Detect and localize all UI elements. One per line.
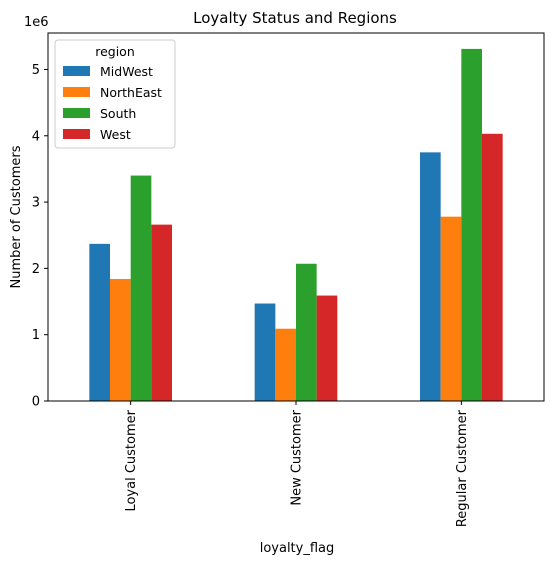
y-tick-label: 1 xyxy=(32,328,40,343)
legend-label-west: West xyxy=(100,127,131,142)
y-offset-label: 1e6 xyxy=(24,15,49,30)
x-axis-label: loyalty_flag xyxy=(260,541,335,556)
legend-swatch-midwest xyxy=(63,66,90,76)
bar-south-2 xyxy=(461,48,482,401)
bar-midwest-0 xyxy=(89,243,110,401)
bar-south-1 xyxy=(296,263,317,401)
y-tick-label: 4 xyxy=(32,129,40,144)
x-tick-label: Regular Customer xyxy=(455,409,470,527)
bar-northeast-2 xyxy=(440,216,462,401)
legend-swatch-northeast xyxy=(63,87,90,97)
legend-title: region xyxy=(95,44,135,59)
bar-midwest-1 xyxy=(254,303,276,401)
bar-west-2 xyxy=(482,133,503,402)
bar-midwest-2 xyxy=(420,152,441,401)
bar-northeast-0 xyxy=(110,279,131,401)
legend: region MidWest NorthEast South West xyxy=(54,39,176,149)
bar-west-1 xyxy=(316,295,338,401)
y-tick-label: 2 xyxy=(32,262,40,277)
legend-swatch-west xyxy=(63,129,90,139)
x-tick-label: Loyal Customer xyxy=(124,409,139,511)
chart-title: Loyalty Status and Regions xyxy=(193,9,397,27)
x-tick-label: New Customer xyxy=(290,409,305,505)
y-tick-label: 3 xyxy=(32,196,40,211)
bar-northeast-1 xyxy=(275,328,296,401)
legend-label-south: South xyxy=(100,106,136,121)
bar-west-0 xyxy=(151,224,172,401)
y-axis-label: Number of Customers xyxy=(9,145,24,288)
y-tick-label: 5 xyxy=(32,63,40,78)
bars-group xyxy=(89,48,503,402)
axes-group: 0 1 2 3 4 5 Loyal Customer New Customer Regular … xyxy=(32,32,545,527)
y-tick-label: 0 xyxy=(32,395,40,410)
legend-label-midwest: MidWest xyxy=(100,64,153,79)
legend-label-northeast: NorthEast xyxy=(100,85,162,100)
bar-south-0 xyxy=(130,175,152,401)
legend-swatch-south xyxy=(63,108,90,118)
